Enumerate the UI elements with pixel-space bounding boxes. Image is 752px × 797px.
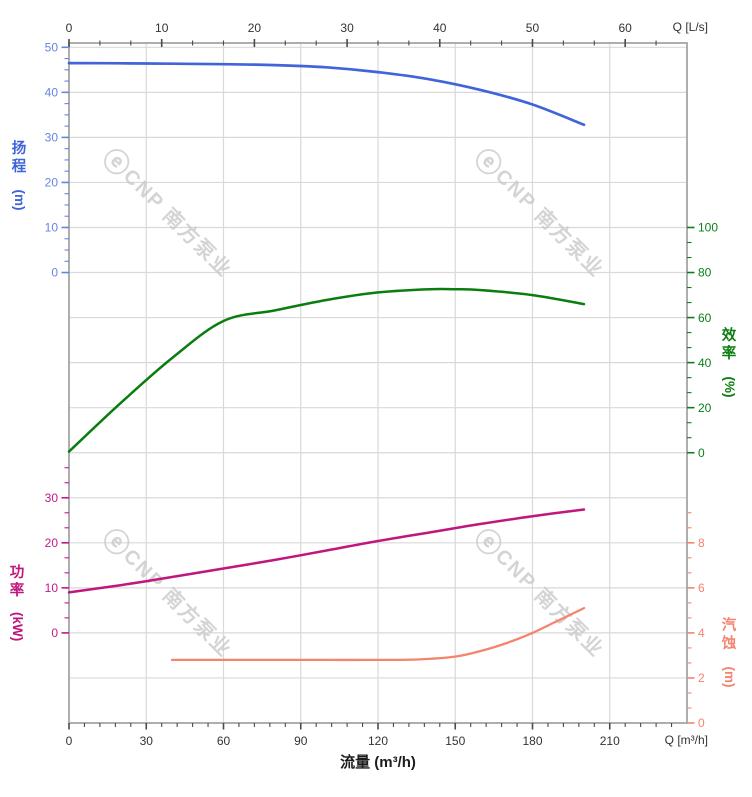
tick-label: 180 [522, 734, 542, 748]
head-axis-title-text: 扬 程 [11, 141, 27, 175]
power-axis-unit: (kW) [10, 612, 25, 642]
tick-label: 80 [698, 266, 712, 280]
npsh-axis-title: 汽 蚀 (m) [717, 599, 741, 704]
tick-label: 0 [51, 626, 58, 640]
tick-label: 6 [698, 581, 705, 595]
power-axis-title-text: 功 率 [9, 565, 25, 599]
flow-axis-title: 流量 (m³/h) [340, 754, 416, 771]
efficiency-axis-title: 效 率 (%) [717, 309, 741, 414]
tick-label: 0 [51, 266, 58, 280]
tick-label: 20 [45, 176, 59, 190]
tick-label: 0 [66, 21, 73, 35]
tick-label: 20 [45, 536, 59, 550]
tick-label: 90 [294, 734, 308, 748]
tick-label: 0 [66, 734, 73, 748]
tick-label: 60 [217, 734, 231, 748]
tick-label: 120 [368, 734, 388, 748]
eff-curve [67, 287, 586, 453]
tick-label: 50 [45, 41, 59, 55]
efficiency-axis-title-text: 效 率 [721, 328, 737, 362]
tick-label: 210 [600, 734, 620, 748]
tick-label: 60 [618, 21, 632, 35]
bottom-axis-unit-label: Q [m³/h] [664, 733, 708, 747]
tick-label: 10 [45, 581, 59, 595]
tick-label: 0 [698, 716, 705, 730]
tick-label: 40 [698, 356, 712, 370]
top-axis-unit-label: Q [L/s] [672, 20, 708, 34]
head-axis-title: 扬 程 (m) [7, 122, 31, 227]
tick-label: 30 [140, 734, 154, 748]
tick-label: 30 [340, 21, 354, 35]
tick-label: 10 [155, 21, 169, 35]
efficiency-axis-unit: (%) [722, 376, 737, 398]
power-axis-title: 功 率 (kW) [5, 546, 29, 651]
power-curve [67, 508, 586, 594]
head-axis-unit: (m) [12, 189, 27, 211]
tick-label: 100 [698, 221, 718, 235]
tick-label: 50 [526, 21, 540, 35]
tick-label: 8 [698, 536, 705, 550]
tick-label: 20 [248, 21, 262, 35]
tick-label: 40 [433, 21, 447, 35]
tick-label: 2 [698, 671, 705, 685]
head-curve [67, 61, 586, 127]
tick-label: 4 [698, 626, 705, 640]
tick-label: 150 [445, 734, 465, 748]
npsh-curve [170, 606, 586, 662]
tick-label: 0 [698, 446, 705, 460]
npsh-axis-unit: (m) [722, 666, 737, 688]
tick-label: 20 [698, 401, 712, 415]
tick-label: 40 [45, 86, 59, 100]
tick-label: 30 [45, 491, 59, 505]
tick-label: 60 [698, 311, 712, 325]
npsh-axis-title-text: 汽 蚀 [721, 618, 737, 652]
tick-label: 30 [45, 131, 59, 145]
tick-label: 10 [45, 221, 59, 235]
